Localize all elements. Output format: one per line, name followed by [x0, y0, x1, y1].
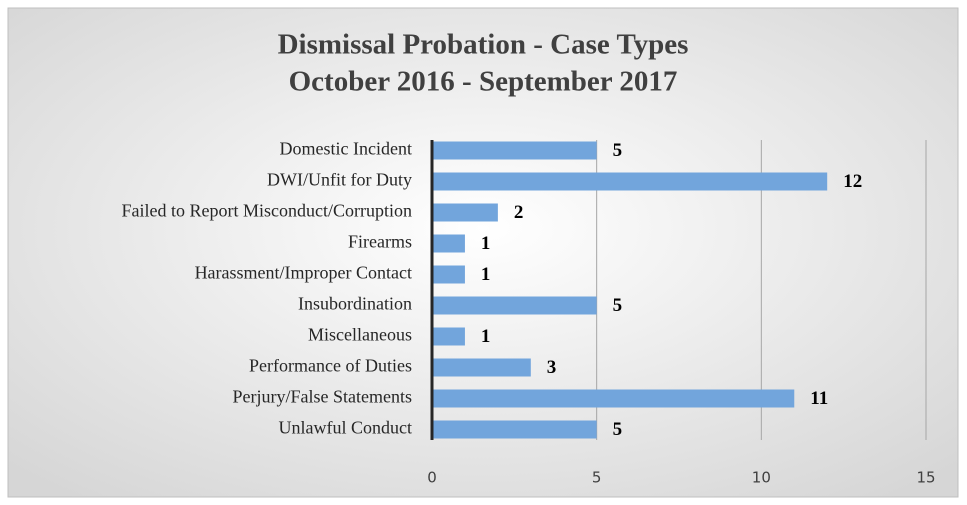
bar: [432, 296, 597, 315]
y-tick-label: Firearms: [348, 232, 412, 252]
bar: [432, 234, 465, 253]
y-tick-label: Unlawful Conduct: [279, 418, 412, 438]
data-label: 1: [481, 264, 491, 285]
x-tick-label: 15: [916, 469, 935, 487]
y-tick-label: Performance of Duties: [249, 356, 412, 376]
bar: [432, 172, 828, 191]
y-tick-label: DWI/Unfit for Duty: [267, 170, 412, 190]
bar: [432, 141, 597, 160]
data-label: 11: [810, 388, 828, 409]
bar: [432, 203, 498, 222]
x-tick-label: 10: [752, 469, 771, 487]
y-tick-label: Miscellaneous: [308, 325, 412, 345]
chart-subtitle: October 2016 - September 2017: [289, 66, 678, 98]
y-tick-label: Domestic Incident: [280, 139, 412, 159]
bar: [432, 358, 531, 377]
data-label: 3: [547, 357, 557, 378]
bar: [432, 420, 597, 439]
data-label: 2: [514, 202, 524, 223]
y-tick-label: Perjury/False Statements: [233, 387, 412, 407]
data-label: 1: [481, 326, 491, 347]
chart-area: [7, 7, 959, 498]
data-label: 5: [613, 419, 623, 440]
x-tick-label: 5: [592, 469, 602, 487]
bar: [432, 389, 795, 408]
bar: [432, 265, 465, 284]
data-label: 5: [613, 295, 623, 316]
bar: [432, 327, 465, 346]
y-tick-label: Failed to Report Misconduct/Corruption: [122, 201, 412, 221]
y-tick-label: Insubordination: [298, 294, 412, 314]
x-tick-label: 0: [427, 469, 437, 487]
chart-title: Dismissal Probation - Case Types: [278, 29, 689, 61]
data-label: 1: [481, 233, 491, 254]
y-tick-label: Harassment/Improper Contact: [195, 263, 412, 283]
data-label: 12: [843, 171, 862, 192]
data-label: 5: [613, 140, 623, 161]
